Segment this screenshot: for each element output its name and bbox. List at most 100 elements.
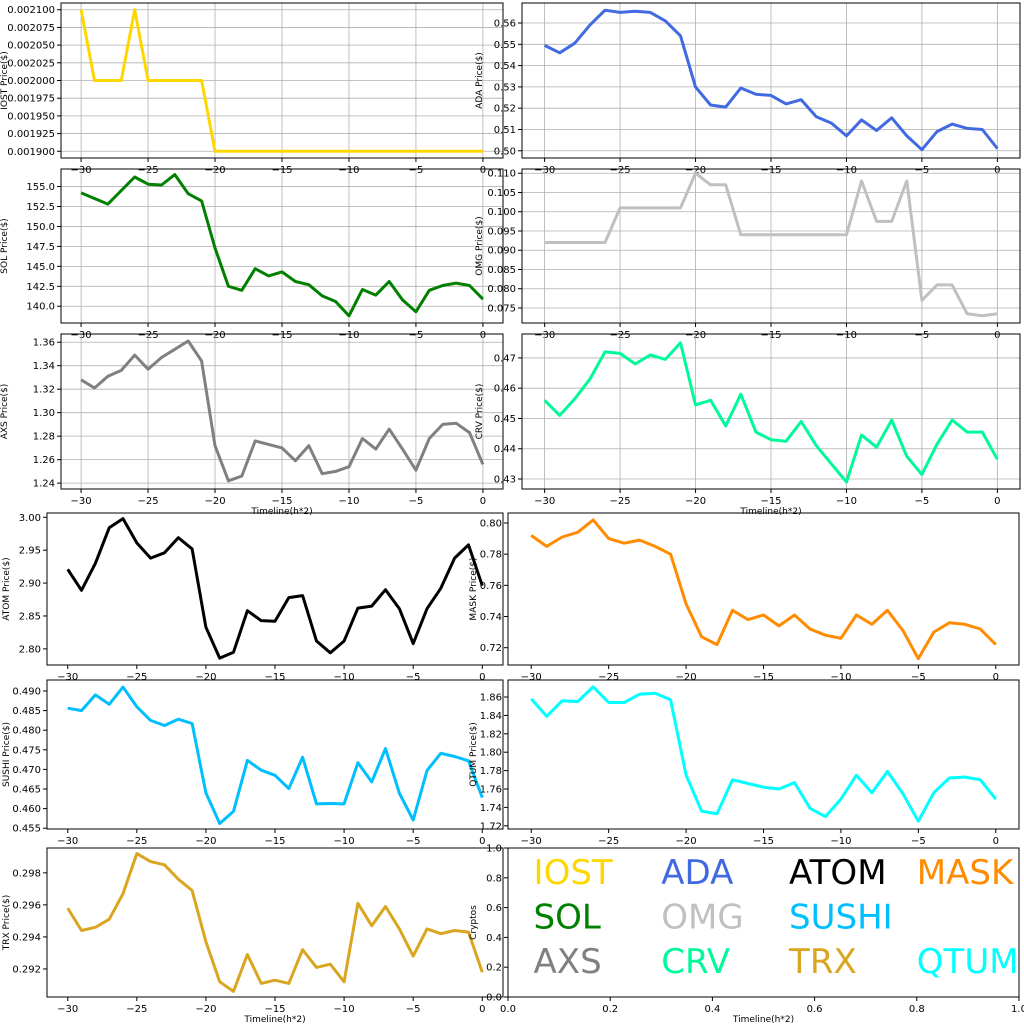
axes-frame [46,847,504,998]
series-line-ada [543,8,999,152]
x-tick-label: −5 [406,1004,421,1015]
x-tick-label: −25 [126,1004,147,1015]
x-tick-label: 0 [479,1004,485,1015]
y-tick-label: 0.298 [12,868,41,879]
x-tick-label: −15 [264,672,285,683]
legend-label-iost: IOST [534,853,613,893]
y-tick-label: 0.095 [487,226,516,237]
x-tick-label: 0 [480,496,486,507]
y-tick-label: 0.78 [480,550,502,561]
axes-frame [46,512,504,666]
y-tick-label: 0.455 [12,824,41,835]
y-tick-label: 0.8 [486,873,502,884]
y-tick-label: 0.44 [494,444,516,455]
series-line-crv [543,341,999,484]
x-tick-label: −15 [753,672,774,683]
y-tick-label: 1.34 [33,361,55,372]
y-tick-label: 2.90 [19,579,41,590]
y-tick-label: 0.110 [487,169,516,180]
x-tick-label: 1.0 [1011,1004,1024,1015]
y-tick-label: 0.075 [487,303,516,314]
y-axis-label: AXS Price($) [0,384,10,440]
y-tick-label: 0.53 [494,82,516,93]
y-tick-label: 0.465 [12,785,41,796]
x-tick-label: −10 [334,1004,355,1015]
legend-label-qtum: QTUM [917,942,1019,982]
x-tick-label: −30 [521,672,542,683]
x-tick-label: −20 [195,1004,216,1015]
legend-label-omg: OMG [661,897,743,937]
y-tick-label: 1.76 [480,784,502,795]
x-axis-label: Timeline(h*2) [250,507,312,517]
y-tick-label: 0.002100 [7,5,55,16]
x-tick-label: −25 [126,836,147,847]
x-tick-label: −30 [57,1004,78,1015]
x-tick-label: −5 [406,836,421,847]
x-tick-label: −15 [760,496,781,507]
y-axis-label: TRX Price($) [2,895,12,951]
y-tick-label: 1.32 [33,385,55,396]
y-axis-label: ADA Price($) [475,52,485,109]
y-tick-label: 0.490 [12,686,41,697]
x-tick-label: −30 [57,836,78,847]
y-tick-label: 152.5 [26,202,55,213]
y-axis-label: OMG Price($) [475,216,485,275]
y-axis-label: QTUM Price($) [469,722,479,787]
y-tick-label: 1.86 [480,693,502,704]
y-tick-label: 1.0 [486,844,502,855]
axes-frame [507,512,1020,666]
x-tick-label: −25 [598,672,619,683]
y-tick-label: 0.45 [494,414,516,425]
x-tick-label: −25 [138,496,159,507]
y-tick-label: 0.296 [12,900,41,911]
y-tick-label: 0.294 [12,932,41,943]
x-tick-label: −25 [126,672,147,683]
series-line-sushi [67,685,484,825]
chart-panel-ada: −30−25−20−15−10−500.500.510.520.530.540.… [475,2,1021,176]
y-axis-label: SUSHI Price($) [2,722,12,787]
chart-panel-sol: −30−25−20−15−10−50140.0142.5145.0147.515… [0,168,504,341]
y-tick-label: 0.0 [486,993,502,1004]
y-tick-label: 1.36 [33,338,55,349]
x-tick-label: 0.2 [602,1004,618,1015]
y-tick-label: 1.84 [480,711,502,722]
x-tick-label: 0 [993,836,999,847]
y-tick-label: 0.002025 [7,58,55,69]
x-tick-label: 0.4 [704,1004,720,1015]
y-axis-label: CRV Price($) [475,384,485,440]
y-tick-label: 2.85 [19,611,41,622]
x-tick-label: −15 [271,496,292,507]
y-tick-label: 0.001950 [7,111,55,122]
x-tick-label: −15 [264,1004,285,1015]
y-tick-label: 0.090 [487,246,516,257]
y-tick-label: 0.80 [480,518,502,529]
chart-panel-qtum: −30 −25 −20 −15 −10 −5 0 1.72 1.74 1.76 1.78 1.80 1.… [469,679,1020,847]
series-line-trx [66,852,484,993]
series-line-iost [79,8,483,153]
x-tick-label: −5 [915,496,930,507]
y-tick-label: 2.80 [19,644,41,655]
series-line-mask [530,518,997,661]
x-tick-label: 0.0 [500,1004,516,1015]
y-tick-label: 0.002000 [7,76,55,87]
y-tick-label: 0.485 [12,706,41,717]
y-tick-label: 2.95 [19,546,41,557]
chart-panel-mask: −30 −25 −20 −15 −10 −5 0 0.72 0.74 0.76 0.78 0.80 MA… [469,512,1020,683]
y-tick-label: 0.74 [480,612,502,623]
y-tick-label: 1.80 [480,748,502,759]
x-tick-label: −30 [57,672,78,683]
chart-panel-trx: −30 −25 −20 −15 −10 −5 0 0.292 0.294 0.296 0.298 TR… [2,847,504,1024]
y-axis-label: IOST Price($) [0,51,10,110]
y-tick-label: 3.00 [19,513,41,524]
y-tick-label: 1.24 [33,479,55,490]
y-tick-label: 1.72 [480,821,502,832]
y-tick-label: 140.0 [26,302,55,313]
y-tick-label: 150.0 [26,222,55,233]
y-axis-label: SOL Price($) [0,218,10,273]
y-tick-label: 0.460 [12,804,41,815]
y-tick-label: 1.30 [33,408,55,419]
x-tick-label: −20 [195,836,216,847]
y-tick-label: 0.001975 [7,94,55,105]
y-tick-label: 0.47 [494,353,516,364]
